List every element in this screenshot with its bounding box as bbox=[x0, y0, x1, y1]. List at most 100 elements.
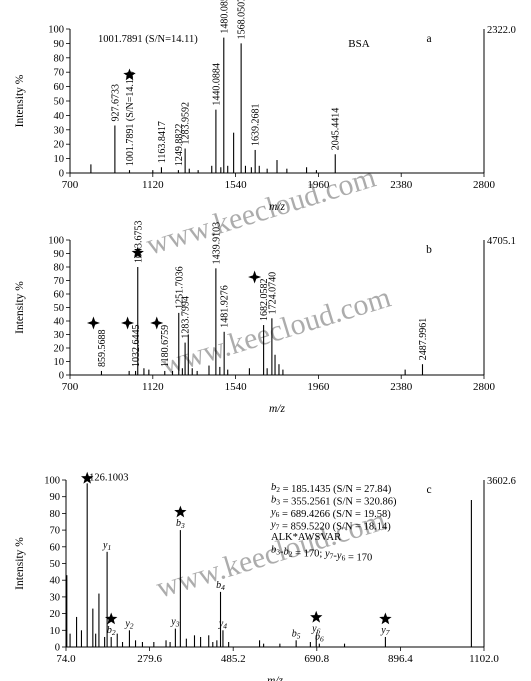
panel-a-x-tick-label: 1960 bbox=[307, 179, 330, 191]
panel-b-peak-label: 1251.7036 bbox=[174, 266, 185, 309]
panel-b-y-tick-label: 0 bbox=[59, 371, 64, 382]
panel-b-cross-marker bbox=[150, 316, 164, 330]
panel-c-max-intensity: 3602.6 bbox=[487, 476, 516, 487]
panel-c-y-tick-label: 60 bbox=[50, 542, 61, 553]
panel-c-panel-letter: c bbox=[426, 484, 431, 496]
panel-c-info-line: y6 = 689.4266 (S/N = 19.58) bbox=[270, 507, 391, 520]
panel-c-y-tick-label: 70 bbox=[50, 526, 61, 537]
panel-a-peak-label: 927.6733 bbox=[110, 84, 121, 121]
panel-a-y-tick-label: 40 bbox=[54, 111, 65, 122]
panel-a-max-intensity: 2322.0 bbox=[487, 25, 516, 36]
panel-c-x-tick-label: 279.6 bbox=[137, 653, 162, 665]
panel-b-peak-label: 1283.7994 bbox=[181, 296, 192, 339]
panel-b-peak-label: 1481.9276 bbox=[220, 285, 231, 328]
panel-b-x-tick-label: 2380 bbox=[390, 381, 413, 393]
panel-b-y-tick-label: 30 bbox=[54, 330, 65, 341]
panel-a-x-tick-label: 2800 bbox=[473, 179, 496, 191]
panel-a-peak-label: 1283.9592 bbox=[181, 102, 192, 145]
panel-a-y-tick-label: 0 bbox=[59, 169, 64, 180]
panel-c-star-marker bbox=[174, 505, 187, 518]
panel-a-sample-label: BSA bbox=[348, 38, 369, 50]
panel-b-y-tick-label: 50 bbox=[54, 303, 65, 314]
panel-a-peak-label: 2045.4414 bbox=[331, 108, 342, 151]
panel-a-peak-label: 1001.7891 (S/N=14.11) bbox=[125, 71, 136, 166]
panel-a-y-tick-label: 10 bbox=[54, 154, 65, 165]
panel-c-info-line: b3 = 355.2561 (S/N = 320.86) bbox=[271, 495, 397, 508]
panel-c-x-tick-label: 690.8 bbox=[304, 653, 329, 665]
panel-b-y-tick-label: 10 bbox=[54, 357, 65, 368]
panel-c-y-tick-label: 40 bbox=[50, 576, 61, 587]
panel-b-y-axis-label: Intensity % bbox=[14, 281, 26, 334]
panel-c-y-tick-label: 50 bbox=[50, 559, 61, 570]
panel-b-x-tick-label: 700 bbox=[62, 381, 79, 393]
panel-b-peak-label: 1032.6445 bbox=[131, 324, 142, 367]
panel-c-ion-label: y7 bbox=[380, 625, 389, 637]
panel-a-y-tick-label: 100 bbox=[48, 25, 64, 36]
panel-a-peak-label: 1639.2681 bbox=[251, 103, 262, 146]
panel-c-star-marker bbox=[105, 612, 118, 625]
panel-c-x-axis-label: m/z bbox=[267, 675, 284, 681]
panel-c-ion-label: y4 bbox=[218, 618, 227, 630]
panel-c-ion-label: y6 bbox=[311, 623, 320, 635]
panel-a-y-tick-label: 90 bbox=[54, 39, 65, 50]
panel-a-peak-label: 1480.0852 bbox=[219, 0, 230, 34]
panel-c-y-tick-label: 100 bbox=[44, 476, 60, 487]
panel-c-info-line: ALK*AWSVAR bbox=[271, 532, 341, 543]
panel-b-y-tick-label: 70 bbox=[54, 276, 65, 287]
panel-c-info-line: b2 = 185.1435 (S/N = 27.84) bbox=[271, 482, 392, 495]
panel-a-peak-label: 1163.8417 bbox=[157, 121, 168, 163]
panel-b-x-tick-label: 2800 bbox=[473, 381, 496, 393]
panel-a-y-tick-label: 20 bbox=[54, 140, 65, 151]
panel-c-star-marker bbox=[310, 610, 323, 623]
panel-b-y-tick-label: 40 bbox=[54, 317, 65, 328]
panel-c-y-tick-label: 90 bbox=[50, 492, 61, 503]
panel-c-ion-label: b2 bbox=[107, 625, 116, 637]
panel-b-star-marker bbox=[131, 246, 144, 259]
panel-a-x-tick-label: 700 bbox=[62, 179, 79, 191]
panel-b-panel-letter: b bbox=[426, 244, 432, 256]
panel-a-y-axis-label: Intensity % bbox=[14, 74, 26, 127]
panel-a-panel-letter: a bbox=[426, 33, 431, 45]
panel-a-y-tick-label: 30 bbox=[54, 125, 65, 136]
panel-b-x-tick-label: 1120 bbox=[142, 381, 164, 393]
panel-a-top-annotation: 1001.7891 (S/N=14.11) bbox=[98, 34, 198, 45]
panel-c-star-marker bbox=[81, 471, 94, 484]
panel-a-star-marker bbox=[123, 68, 136, 81]
panel-a-y-tick-label: 80 bbox=[54, 53, 65, 64]
panel-c-peak-label: 126.1003 bbox=[89, 472, 128, 483]
panel-c-y-tick-label: 20 bbox=[50, 609, 61, 620]
panel-c-ion-label: y2 bbox=[124, 618, 133, 630]
panel-b-x-tick-label: 1540 bbox=[225, 381, 248, 393]
panel-a-peak-label: 1249.8822 bbox=[174, 124, 185, 167]
panel-b-y-tick-label: 20 bbox=[54, 344, 65, 355]
panel-c-y-axis-label: Intensity % bbox=[14, 537, 26, 590]
panel-c-y-tick-label: 30 bbox=[50, 592, 61, 603]
panel-b-peak-label: 1043.6753 bbox=[133, 221, 144, 264]
panel-a-x-tick-label: 1540 bbox=[225, 179, 248, 191]
panel-b-y-tick-label: 80 bbox=[54, 263, 65, 274]
panel-c-info-line: y7 = 859.5220 (S/N = 18.14) bbox=[270, 520, 391, 533]
panel-b-cross-marker bbox=[86, 316, 100, 330]
panel-b-peak-label: 2487.9961 bbox=[418, 318, 429, 361]
panel-b-peak-label: 859.5688 bbox=[97, 329, 108, 367]
panel-b-x-axis-label: m/z bbox=[269, 403, 286, 415]
panel-a-y-tick-label: 50 bbox=[54, 97, 65, 108]
panel-c-x-tick-label: 1102.0 bbox=[469, 653, 499, 665]
panel-c-y-tick-label: 10 bbox=[50, 626, 61, 637]
panel-b-cross-marker bbox=[248, 270, 262, 284]
panel-a-x-tick-label: 2380 bbox=[390, 179, 413, 191]
panel-c-ion-label: b4 bbox=[216, 580, 225, 592]
panel-c-y-tick-label: 0 bbox=[55, 643, 60, 654]
panel-b-peak-label: 1180.6759 bbox=[160, 325, 171, 367]
panel-b-peak-label: 1439.9103 bbox=[211, 222, 222, 265]
watermark: www.keecloud.com bbox=[142, 161, 379, 262]
panel-b-peak-label: 1724.0740 bbox=[267, 272, 278, 315]
panel-a-y-tick-label: 60 bbox=[54, 82, 65, 93]
panel-a-peak-label: 1440.0884 bbox=[211, 63, 222, 106]
panel-c-x-tick-label: 74.0 bbox=[56, 653, 76, 665]
panel-c-ion-label: y3 bbox=[170, 617, 179, 629]
panel-c-ion-label: b3 bbox=[176, 518, 185, 530]
panel-a-x-tick-label: 1120 bbox=[142, 179, 164, 191]
panel-a-peak-label: 1568.0507 bbox=[237, 0, 248, 39]
